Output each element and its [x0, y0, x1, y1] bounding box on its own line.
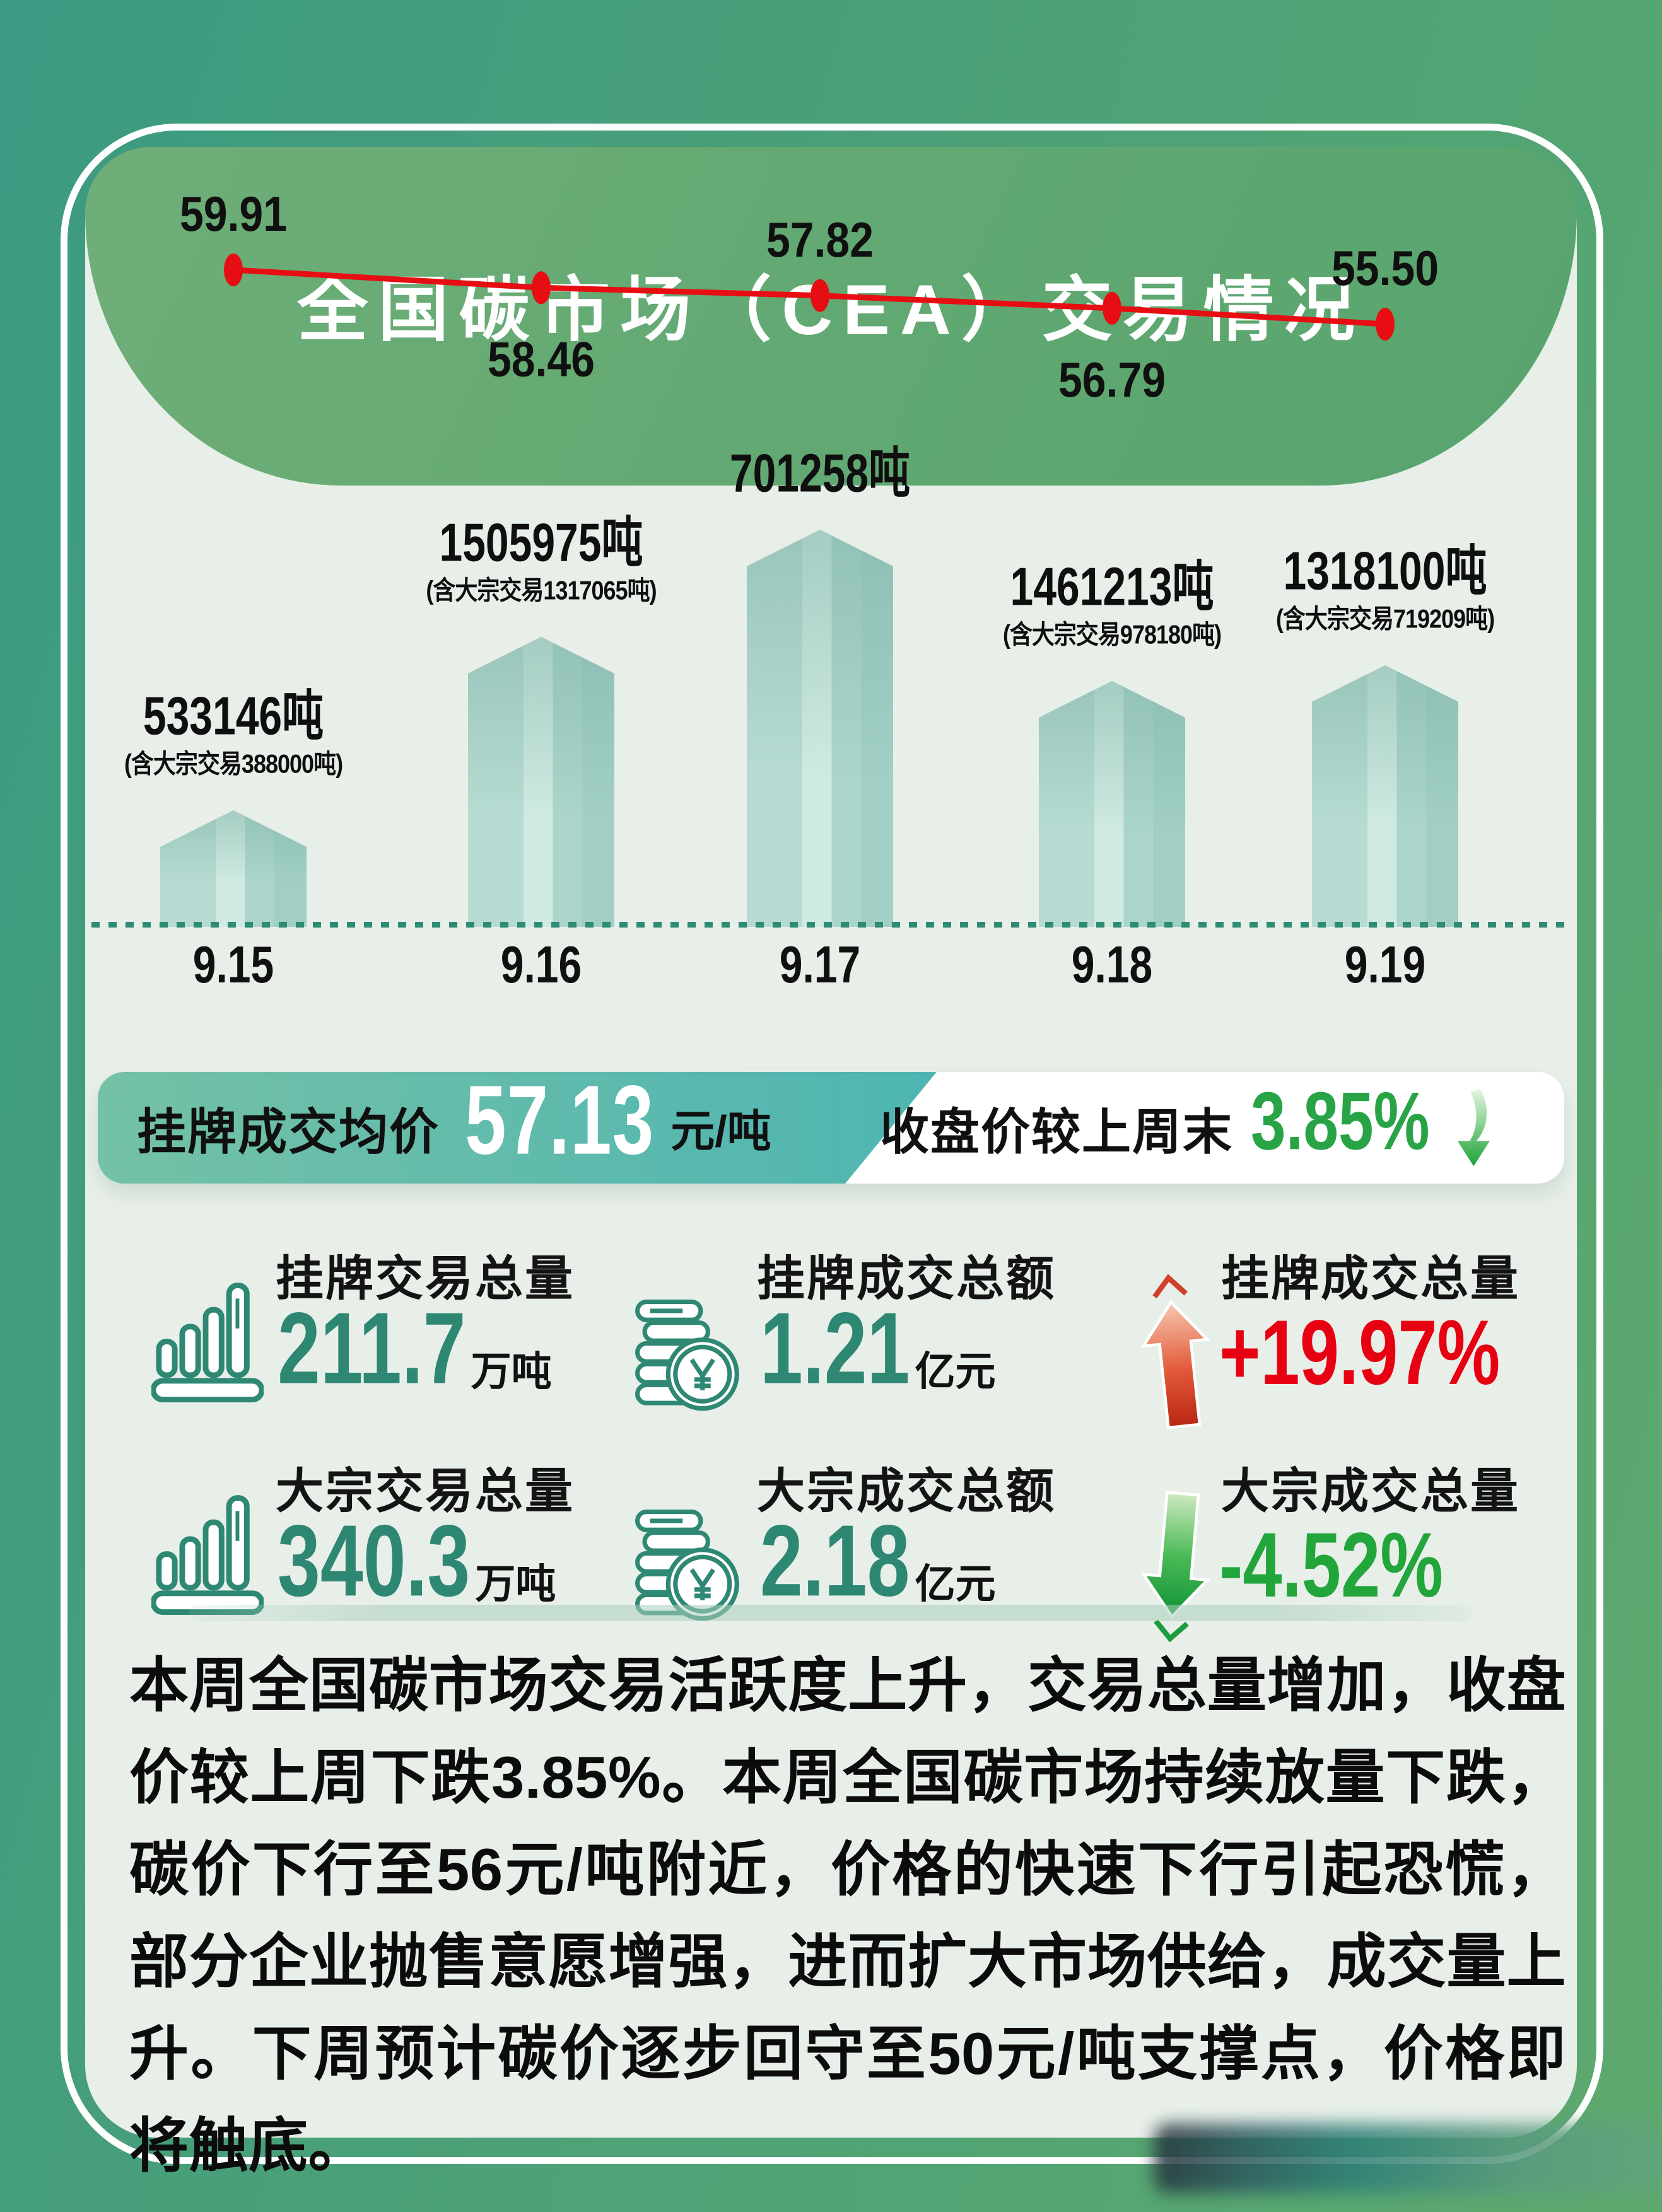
stat-number: 211.7	[278, 1291, 466, 1405]
volume-bar	[1039, 681, 1185, 927]
bar-subvalue-label: (含大宗交易1317065吨)	[426, 575, 657, 605]
stat-number: 1.21	[760, 1291, 910, 1405]
x-axis-date: 9.15	[192, 935, 274, 994]
stat-unit: 万吨	[471, 1349, 552, 1394]
volume-bar	[468, 637, 614, 927]
stat-label: 挂牌成交总额	[757, 1252, 1056, 1306]
line-point	[224, 253, 243, 286]
bar-chart-icon	[151, 1283, 264, 1402]
close-change-value: 3.85%	[1251, 1075, 1430, 1167]
avg-price-label: 挂牌成交均价	[137, 1103, 440, 1160]
price-summary-banner: 挂牌成交均价 57.13 元/吨 收盘价较上周末 3.85%	[98, 1072, 1564, 1184]
coins-icon	[635, 1299, 739, 1411]
arrow-down-icon	[1140, 1491, 1211, 1643]
line-point	[811, 279, 829, 312]
stat-label: 大宗成交总量	[1221, 1465, 1520, 1518]
bar-subvalue-label: (含大宗交易719209吨)	[1275, 603, 1495, 634]
card-border	[61, 124, 1603, 2164]
volume-bar	[160, 810, 307, 927]
price-line-chart: 59.91 58.46 57.82 56.79 55.50	[180, 186, 1439, 407]
stat-number: 2.18	[760, 1504, 910, 1617]
line-point-label: 56.79	[1058, 352, 1166, 407]
blurred-watermark	[1154, 2124, 1662, 2193]
bar-value-label: 1318100吨	[1283, 540, 1487, 601]
volume-bar	[747, 530, 893, 927]
line-point-label: 57.82	[766, 212, 874, 267]
line-point-label: 58.46	[488, 331, 595, 387]
down-arrow-icon	[1454, 1086, 1493, 1169]
line-point	[1376, 307, 1395, 341]
bar-subvalue-label: (含大宗交易978180吨)	[1002, 619, 1222, 649]
bar-value-label: 1461213吨	[1010, 556, 1214, 617]
bar-value-label: 1505975吨	[439, 511, 643, 573]
stat-value: 340.3 万吨	[278, 1504, 556, 1617]
avg-price-unit: 元/吨	[670, 1107, 771, 1156]
stat-value: 211.7 万吨	[278, 1291, 552, 1405]
stat-unit: 亿元	[915, 1561, 996, 1607]
stat-label: 挂牌成交总量	[1221, 1252, 1520, 1306]
stat-number: 340.3	[278, 1504, 471, 1617]
section-divider	[189, 1605, 1473, 1621]
stat-percent: -4.52%	[1219, 1513, 1443, 1617]
stat-unit: 亿元	[915, 1349, 996, 1394]
stat-label: 大宗交易总量	[276, 1465, 575, 1518]
close-change-chip: 收盘价较上周末 3.85%	[880, 1072, 1547, 1184]
line-point-label: 55.50	[1331, 240, 1439, 296]
header-banner: 全国碳市场（CEA）交易情况	[85, 147, 1577, 486]
bar-value-label: 533146吨	[143, 685, 324, 746]
avg-price-value: 57.13	[465, 1065, 655, 1175]
coins-icon	[635, 1509, 739, 1621]
x-axis-date: 9.16	[500, 935, 582, 994]
line-point-label: 59.91	[180, 186, 287, 242]
weekly-summary-text: 本周全国碳市场交易活跃度上升，交易总量增加，收盘价较上周下跌3.85%。本周全国…	[129, 1652, 1566, 2179]
stat-unit: 万吨	[475, 1561, 556, 1607]
bar-chart-icon	[151, 1495, 264, 1615]
stat-value: 2.18 亿元	[760, 1504, 996, 1617]
bar-value-label: 701258吨	[729, 442, 911, 503]
stat-percent: +19.97%	[1219, 1301, 1501, 1404]
volume-bar	[1312, 665, 1458, 927]
avg-price-chip: 挂牌成交均价 57.13 元/吨	[98, 1072, 937, 1184]
x-axis-date: 9.17	[779, 935, 861, 994]
stat-value: 1.21 亿元	[760, 1291, 996, 1405]
line-point	[532, 271, 551, 305]
x-axis-date: 9.19	[1344, 935, 1426, 994]
line-point	[1103, 291, 1121, 325]
close-change-label: 收盘价较上周末	[880, 1103, 1234, 1160]
stat-value: -4.52%	[1219, 1514, 1443, 1617]
arrow-up-icon	[1140, 1274, 1210, 1429]
volume-bar-chart: 533146吨 (含大宗交易388000吨) 9.15 1505975吨 (含大宗交易1…	[0, 0, 1662, 1072]
x-axis-date: 9.18	[1071, 935, 1153, 994]
stat-label: 大宗成交总额	[757, 1465, 1056, 1518]
stat-label: 挂牌交易总量	[276, 1252, 575, 1306]
chart-baseline	[91, 922, 1572, 928]
stat-value: +19.97%	[1219, 1301, 1500, 1404]
bar-subvalue-label: (含大宗交易388000吨)	[124, 748, 343, 779]
